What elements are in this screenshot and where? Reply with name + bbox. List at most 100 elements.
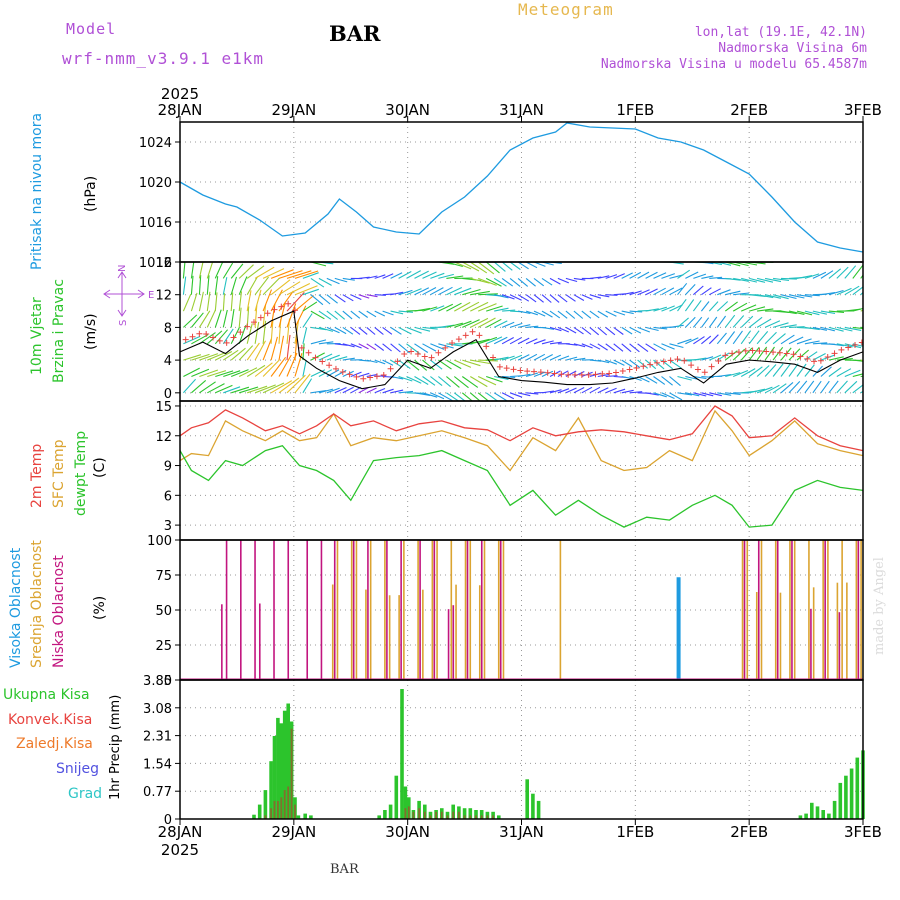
wind-arrow (764, 384, 780, 394)
wind-arrow (207, 262, 209, 263)
wind-gust-mark (776, 349, 783, 356)
wind-gust-mark (483, 343, 490, 350)
wind-arrow (183, 314, 198, 328)
wind-gust-mark (667, 357, 674, 364)
wind-arrow (613, 388, 626, 394)
wind-arrow (788, 381, 801, 394)
wind-arrow (502, 375, 516, 378)
wind-arrow (478, 293, 498, 296)
wind-arrow (446, 287, 463, 296)
wind-arrow (318, 310, 332, 320)
wind-arrow (517, 277, 529, 287)
y-tick-label: 1016 (139, 216, 172, 231)
wind-arrow (589, 276, 602, 279)
wind-gust-mark (196, 330, 203, 337)
wind-arrow (318, 277, 332, 286)
wind-arrow (589, 326, 600, 336)
wind-arrow (757, 308, 774, 312)
wind-arrow (581, 326, 592, 335)
x-tick-label-bottom: 29JAN (271, 823, 316, 841)
wind-gust-mark (626, 366, 633, 373)
wind-arrow (198, 275, 202, 295)
wind-arrow (438, 303, 454, 312)
wind-arrow (422, 287, 437, 296)
wind-arrow (637, 359, 649, 369)
wind-gust-mark (346, 371, 353, 378)
wind-arrow (836, 358, 853, 361)
station-title: BAR (329, 21, 381, 46)
wind-arrow (597, 359, 610, 364)
wind-arrow (772, 383, 787, 394)
wind-arrow (342, 294, 354, 302)
wind-arrow (422, 376, 436, 386)
wind-gust-mark (722, 352, 729, 359)
wind-arrow (732, 302, 748, 312)
wind-arrow (541, 326, 555, 330)
wind-arrow (653, 392, 667, 398)
wind-arrow (183, 335, 201, 345)
wind-arrow (374, 387, 386, 394)
compass-n: N (117, 265, 128, 272)
y-tick-label: 0.77 (143, 785, 172, 800)
wind-arrow (470, 338, 490, 345)
wind-arrow (772, 333, 786, 345)
wind-gust-mark (332, 365, 339, 372)
wind-arrow (565, 356, 578, 361)
wind-arrow (709, 288, 721, 296)
wind-arrow (414, 287, 430, 296)
wind-arrow (358, 387, 369, 394)
wind-arrow (812, 271, 827, 279)
wind-arrow (772, 294, 789, 300)
wind-arrow (422, 306, 438, 312)
wind-arrow (557, 388, 570, 394)
wind-arrow (685, 316, 696, 328)
meteogram-title: Meteogram (518, 0, 614, 19)
wind-arrow (518, 373, 531, 378)
wind-arrow (278, 281, 301, 296)
wind-arrow (732, 330, 743, 345)
wind-arrow (756, 346, 768, 361)
wind-arrow (190, 275, 194, 295)
wind-gust-mark (729, 350, 736, 357)
wind-arrow (629, 310, 643, 313)
precip-total-bar (832, 800, 837, 819)
wind-arrow (302, 262, 304, 263)
wind-arrow (477, 303, 497, 312)
wind-arrow (326, 277, 340, 285)
wind-arrow (852, 373, 863, 378)
y-tick-label: 8 (164, 321, 172, 336)
wind-arrow (230, 276, 238, 295)
wind-arrow (740, 304, 757, 312)
precip-convective-bar (273, 800, 276, 819)
wind-arrow (565, 277, 578, 283)
wind-arrow (239, 262, 241, 263)
wind-arrow (238, 264, 254, 279)
wind-arrow (477, 392, 490, 401)
year-top: 2025 (161, 85, 199, 103)
precip-total-bar (279, 723, 284, 819)
wind-arrow (629, 391, 643, 394)
wind-arrow (804, 340, 820, 345)
wind-arrow (812, 326, 828, 331)
y-tick-label: 6 (164, 489, 172, 504)
wind-arrow (286, 292, 305, 312)
precip-total-bar (403, 786, 408, 819)
wind-arrow (708, 301, 719, 312)
wind-arrow (597, 387, 609, 394)
wind-arrow (286, 303, 297, 328)
y-tick-label: 3.08 (143, 702, 172, 717)
wind-arrow (692, 316, 703, 328)
wind-arrow (501, 355, 515, 361)
wind-arrow (780, 363, 791, 377)
wind-arrow (653, 306, 667, 312)
wind-arrow (852, 359, 863, 362)
wind-arrow (724, 350, 738, 361)
wind-arrow (222, 262, 234, 279)
wind-arrow (358, 294, 370, 299)
wind-arrow (302, 343, 305, 361)
wind-arrow (796, 338, 812, 345)
wind-arrow (501, 321, 515, 328)
precip-convective-bar (283, 790, 286, 819)
wind-arrow (358, 343, 369, 350)
wind-arrow (525, 353, 538, 361)
